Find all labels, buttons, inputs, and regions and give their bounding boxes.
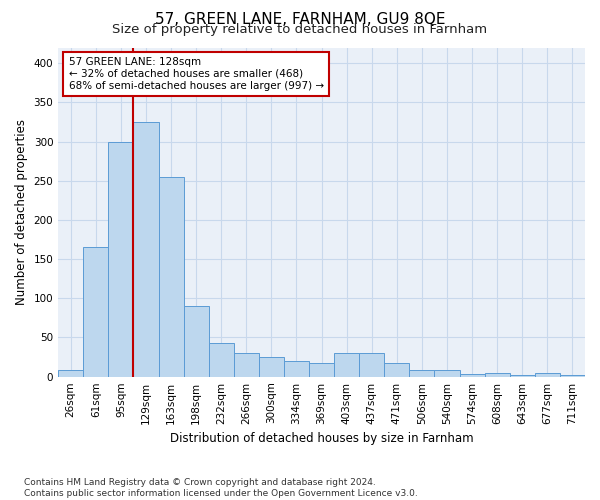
Text: 57 GREEN LANE: 128sqm
← 32% of detached houses are smaller (468)
68% of semi-det: 57 GREEN LANE: 128sqm ← 32% of detached … [69, 58, 324, 90]
Bar [359, 353, 385, 376]
Bar [133, 122, 158, 376]
Bar [385, 362, 409, 376]
Bar [158, 177, 184, 376]
Bar [535, 373, 560, 376]
Bar [234, 353, 259, 376]
Text: 57, GREEN LANE, FARNHAM, GU9 8QE: 57, GREEN LANE, FARNHAM, GU9 8QE [155, 12, 445, 28]
Bar [409, 370, 434, 376]
Bar [109, 142, 133, 376]
Bar [309, 364, 334, 376]
Text: Size of property relative to detached houses in Farnham: Size of property relative to detached ho… [112, 22, 488, 36]
Bar [334, 353, 359, 376]
Bar [284, 361, 309, 376]
Bar [259, 357, 284, 376]
Bar [209, 343, 234, 376]
Text: Contains HM Land Registry data © Crown copyright and database right 2024.
Contai: Contains HM Land Registry data © Crown c… [24, 478, 418, 498]
Bar [184, 306, 209, 376]
Bar [58, 370, 83, 376]
Bar [460, 374, 485, 376]
X-axis label: Distribution of detached houses by size in Farnham: Distribution of detached houses by size … [170, 432, 473, 445]
Bar [83, 248, 109, 376]
Y-axis label: Number of detached properties: Number of detached properties [15, 119, 28, 305]
Bar [485, 373, 510, 376]
Bar [434, 370, 460, 376]
Bar [510, 375, 535, 376]
Bar [560, 375, 585, 376]
